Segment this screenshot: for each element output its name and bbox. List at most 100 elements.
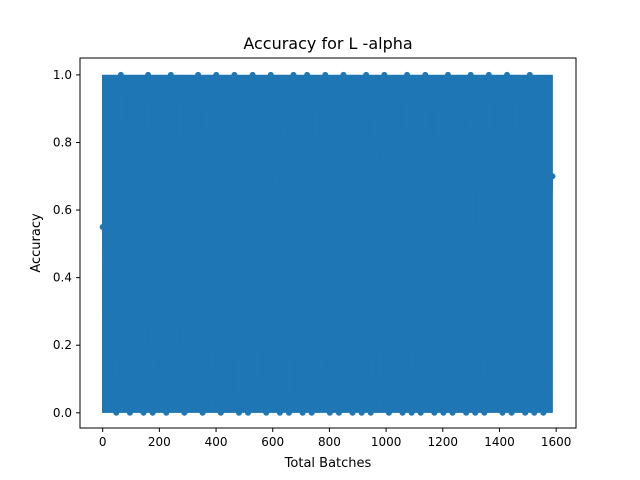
plot-frame (79, 57, 577, 429)
data-point (513, 75, 520, 82)
x-tick-label: 0 (99, 435, 107, 449)
data-point (490, 392, 497, 399)
data-point (472, 409, 479, 416)
data-point (385, 409, 392, 416)
data-point (267, 71, 274, 78)
data-point (322, 71, 329, 78)
data-point (272, 176, 279, 183)
data-point (435, 78, 442, 85)
data-point (544, 301, 551, 308)
data-point (108, 75, 115, 82)
data-point (331, 78, 338, 85)
data-point (126, 409, 133, 416)
data-point (431, 409, 438, 416)
data-point (422, 71, 429, 78)
data-point (172, 406, 179, 413)
data-point (131, 75, 138, 82)
data-point (149, 409, 156, 416)
y-tick-label: 1.0 (53, 68, 72, 82)
data-point (145, 71, 152, 78)
x-tick-label: 1000 (371, 435, 402, 449)
data-point (458, 173, 465, 180)
x-tick-label: 200 (148, 435, 171, 449)
data-point (167, 71, 174, 78)
data-point (99, 223, 106, 230)
data-point (399, 409, 406, 416)
data-point (317, 406, 324, 413)
data-point (531, 409, 538, 416)
data-point (372, 82, 379, 89)
data-point (367, 409, 374, 416)
data-point (390, 75, 397, 82)
y-tick-label: 0.2 (53, 338, 72, 352)
data-point (395, 267, 401, 274)
data-point (208, 399, 215, 406)
data-point (204, 75, 211, 82)
data-point (417, 409, 424, 416)
data-point (340, 71, 347, 78)
data-point (213, 71, 220, 78)
data-point (258, 78, 265, 85)
data-point (326, 409, 333, 416)
data-point (508, 409, 515, 416)
data-point (363, 71, 370, 78)
data-point (376, 403, 383, 410)
data-point (449, 409, 456, 416)
data-point (308, 409, 315, 416)
data-point (349, 409, 356, 416)
data-point (526, 71, 533, 78)
data-point (140, 409, 147, 416)
data-point (276, 409, 283, 416)
data-point (235, 409, 242, 416)
data-point (381, 71, 388, 78)
data-point (163, 409, 170, 416)
data-point (444, 71, 451, 78)
data-point (481, 409, 488, 416)
data-point (285, 409, 292, 416)
data-point (358, 409, 365, 416)
y-axis-label: Accuracy (29, 213, 44, 273)
data-point (440, 409, 447, 416)
y-tick-label: 0.8 (53, 135, 72, 149)
y-axis: 0.0 0.2 0.4 0.6 0.8 1.0 (53, 68, 80, 420)
y-tick-label: 0.0 (53, 406, 72, 420)
data-point (245, 409, 252, 416)
data-point (522, 409, 529, 416)
data-point (176, 75, 183, 82)
data-point (354, 75, 361, 82)
x-tick-label: 1400 (484, 435, 515, 449)
x-tick-label: 800 (318, 435, 341, 449)
y-tick-label: 0.6 (53, 203, 72, 217)
data-point (313, 75, 320, 82)
data-point (494, 78, 501, 85)
x-axis: 0 200 400 600 800 1000 1200 1400 1600 (99, 428, 572, 449)
data-point (263, 409, 270, 416)
x-tick-label: 1600 (541, 435, 572, 449)
data-point (222, 85, 229, 92)
data-point (158, 200, 165, 207)
data-point (426, 372, 433, 379)
data-point (335, 409, 342, 416)
data-point (190, 305, 197, 312)
series-0-line (101, 74, 554, 413)
data-point (499, 409, 506, 416)
data-point (290, 71, 297, 78)
data-point (117, 71, 124, 78)
data-point (404, 71, 411, 78)
data-point (467, 71, 474, 78)
data-point (463, 409, 470, 416)
data-point (304, 71, 311, 78)
y-tick-label: 0.4 (53, 271, 72, 285)
data-point (476, 75, 483, 82)
data-point (413, 75, 420, 82)
data-point (122, 315, 129, 322)
data-point (254, 403, 261, 410)
data-point (485, 71, 492, 78)
data-point (517, 318, 524, 325)
data-point (136, 237, 143, 244)
data-point (195, 71, 202, 78)
data-point (345, 207, 352, 214)
x-tick-label: 1200 (428, 435, 459, 449)
data-point (240, 75, 247, 82)
